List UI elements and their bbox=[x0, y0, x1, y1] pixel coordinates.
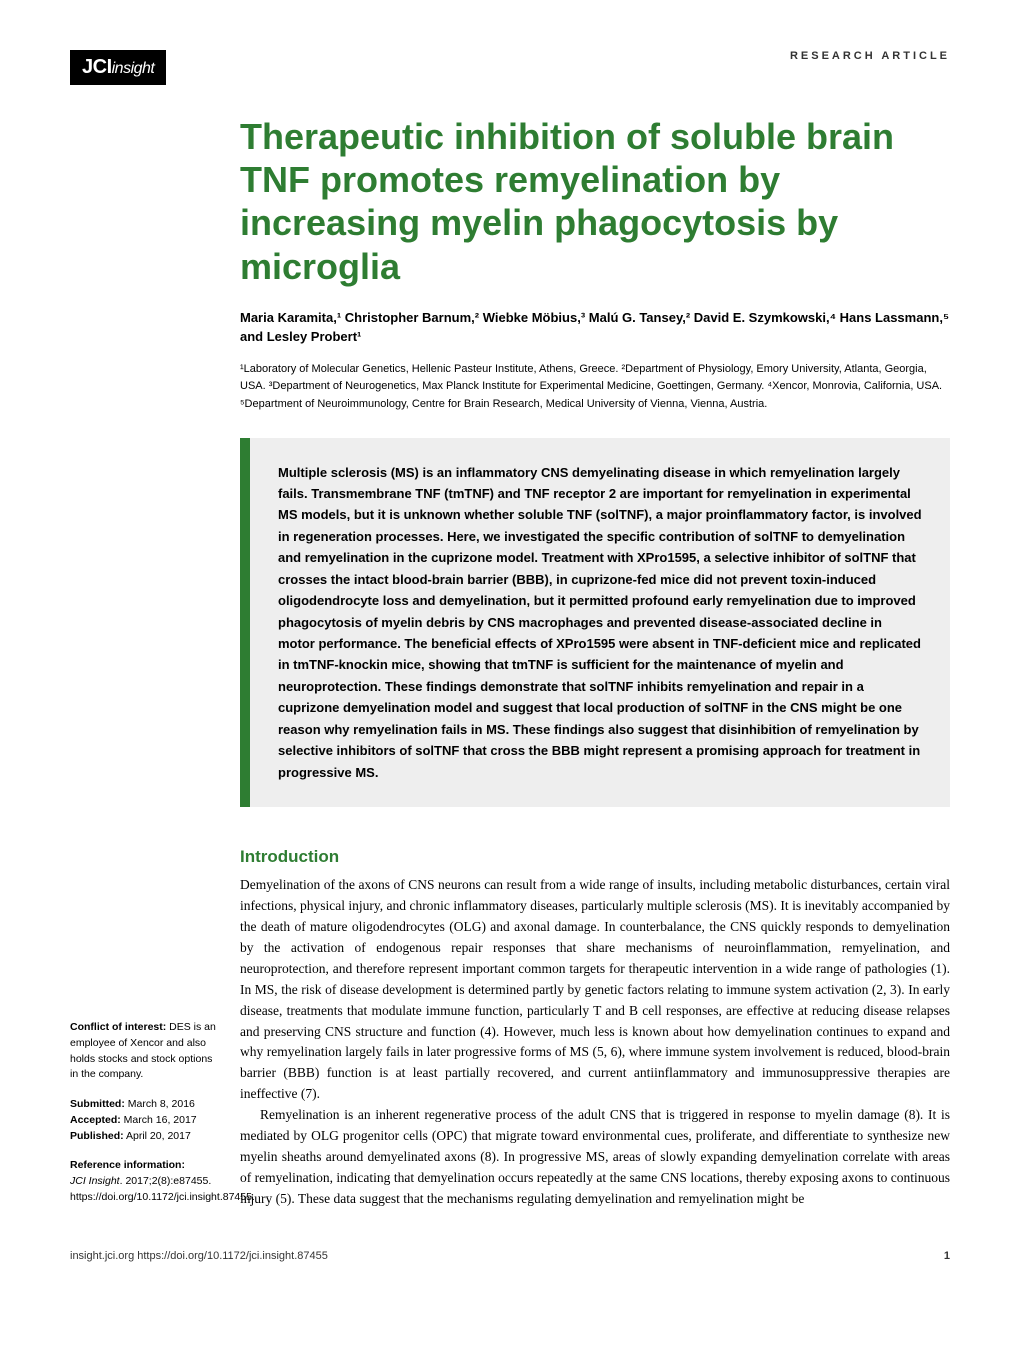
author-list: Maria Karamita,¹ Christopher Barnum,² Wi… bbox=[240, 308, 950, 347]
abstract-box: Multiple sclerosis (MS) is an inflammato… bbox=[240, 438, 950, 808]
accepted-value: March 16, 2017 bbox=[121, 1114, 197, 1126]
page-footer: insight.jci.org https://doi.org/10.1172/… bbox=[70, 1250, 950, 1262]
reference-block: Reference information: JCI Insight. 2017… bbox=[70, 1158, 220, 1205]
article-title: Therapeutic inhibition of soluble brain … bbox=[240, 115, 950, 288]
logo-suffix: insight bbox=[112, 60, 155, 77]
reference-heading: Reference information: bbox=[70, 1158, 220, 1174]
submitted-row: Submitted: March 8, 2016 bbox=[70, 1097, 220, 1113]
conflict-block: Conflict of interest: DES is an employee… bbox=[70, 1020, 220, 1083]
intro-body: Demyelination of the axons of CNS neuron… bbox=[240, 875, 950, 1210]
reference-journal: JCI Insight bbox=[70, 1175, 120, 1187]
published-label: Published: bbox=[70, 1130, 124, 1142]
abstract-text: Multiple sclerosis (MS) is an inflammato… bbox=[278, 462, 922, 784]
submitted-value: March 8, 2016 bbox=[125, 1098, 195, 1110]
page-container: JCIinsight RESEARCH ARTICLE Conflict of … bbox=[0, 0, 1020, 1292]
logo-prefix: JCI bbox=[82, 56, 112, 78]
intro-heading: Introduction bbox=[240, 847, 950, 867]
journal-logo: JCIinsight bbox=[70, 50, 166, 85]
published-row: Published: April 20, 2017 bbox=[70, 1129, 220, 1145]
accepted-row: Accepted: March 16, 2017 bbox=[70, 1113, 220, 1129]
accepted-label: Accepted: bbox=[70, 1114, 121, 1126]
conflict-heading: Conflict of interest: bbox=[70, 1021, 166, 1033]
article-type-label: RESEARCH ARTICLE bbox=[790, 50, 950, 62]
dates-block: Submitted: March 8, 2016 Accepted: March… bbox=[70, 1097, 220, 1144]
published-value: April 20, 2017 bbox=[124, 1130, 191, 1142]
header-bar: JCIinsight RESEARCH ARTICLE bbox=[70, 50, 950, 85]
main-content: Therapeutic inhibition of soluble brain … bbox=[240, 115, 950, 1210]
sidebar-metadata: Conflict of interest: DES is an employee… bbox=[70, 1020, 220, 1220]
intro-para-1: Demyelination of the axons of CNS neuron… bbox=[240, 875, 950, 1105]
intro-para-2: Remyelination is an inherent regenerativ… bbox=[240, 1105, 950, 1210]
footer-url: insight.jci.org https://doi.org/10.1172/… bbox=[70, 1250, 328, 1262]
affiliations: ¹Laboratory of Molecular Genetics, Helle… bbox=[240, 361, 950, 414]
page-number: 1 bbox=[944, 1250, 950, 1262]
submitted-label: Submitted: bbox=[70, 1098, 125, 1110]
